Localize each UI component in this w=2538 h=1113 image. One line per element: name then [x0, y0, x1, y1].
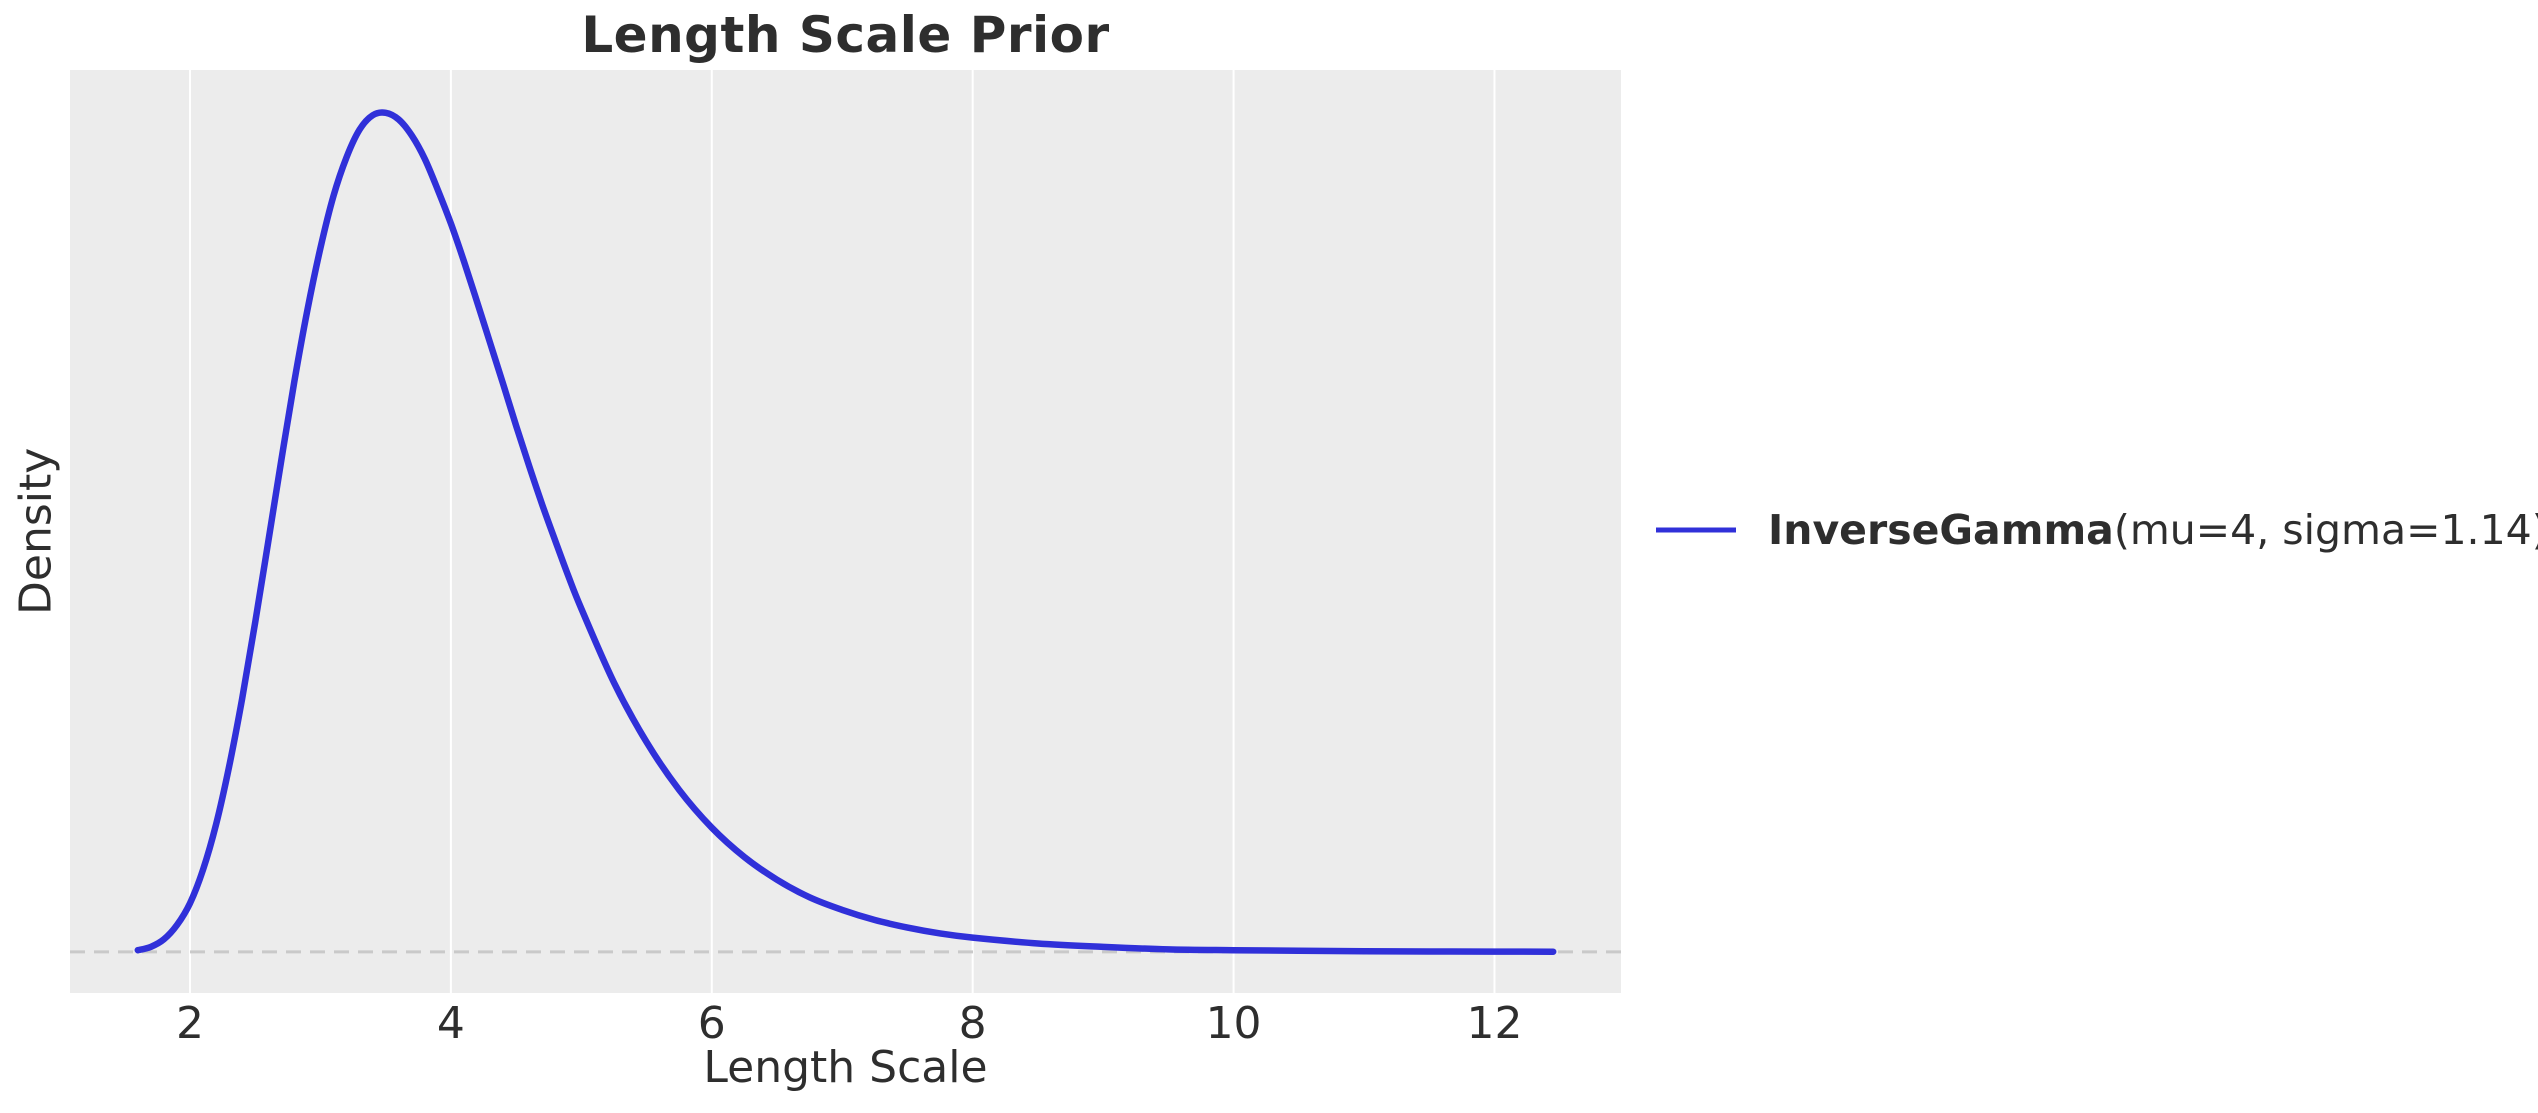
plot-area	[70, 70, 1621, 993]
inversegamma-density-curve	[134, 109, 1557, 955]
legend-label-distribution: InverseGamma	[1768, 506, 2114, 554]
chart-title: Length Scale Prior	[581, 6, 1110, 64]
x-axis-label: Length Scale	[703, 1042, 988, 1093]
legend: InverseGamma(mu=4, sigma=1.14)	[1654, 506, 2538, 554]
y-axis-label: Density	[10, 447, 62, 616]
legend-label-params: (mu=4, sigma=1.14)	[2113, 506, 2538, 554]
density-curve-canvas	[70, 70, 1621, 993]
legend-line-icon	[1656, 527, 1736, 533]
legend-label: InverseGamma(mu=4, sigma=1.14)	[1768, 506, 2538, 554]
